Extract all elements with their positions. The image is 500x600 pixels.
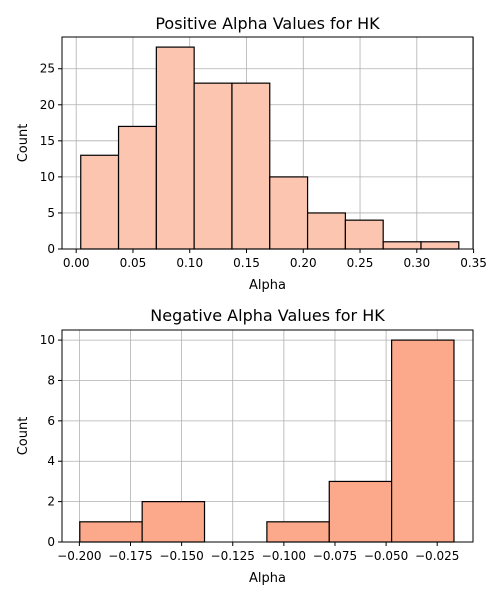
y-tick-label: 4 [47, 454, 55, 468]
x-tick-label: −0.175 [108, 549, 152, 563]
positive-alpha-histogram: Positive Alpha Values for HK 0.00 0.05 0.1… [16, 14, 487, 293]
histogram-bar [391, 339, 455, 543]
histogram-bar [141, 501, 206, 543]
plot-frame [61, 329, 474, 543]
histogram-bar [382, 241, 422, 250]
y-tick-label: 10 [40, 170, 55, 184]
histogram-bar [117, 125, 157, 250]
x-tick-label: 0.10 [176, 256, 203, 270]
y-tick-label: 5 [47, 206, 55, 220]
x-tick-label: 0.00 [63, 256, 90, 270]
x-tick-label: −0.100 [262, 549, 306, 563]
histogram-bar [328, 480, 393, 543]
y-tick-label: 20 [40, 98, 55, 112]
y-tick-label: 8 [47, 373, 55, 387]
y-tick-label: 6 [47, 414, 55, 428]
x-tick-label: −0.050 [364, 549, 408, 563]
y-tick-label: 10 [40, 333, 55, 347]
negative-alpha-histogram: Negative Alpha Values for HK −0.200 −0.17… [16, 306, 474, 586]
x-tick-label: 0.15 [233, 256, 260, 270]
y-tick-label: 15 [40, 134, 55, 148]
y-tick-label: 2 [47, 495, 55, 509]
histogram-bar [306, 212, 346, 250]
x-tick-label: 0.05 [120, 256, 147, 270]
y-axis-label: Count [16, 417, 31, 456]
x-tick-label: −0.075 [313, 549, 357, 563]
y-tick-label: 0 [47, 535, 55, 549]
y-ticks: 0 5 10 15 20 25 [40, 62, 62, 256]
y-axis-label: Count [16, 124, 31, 163]
x-tick-label: −0.150 [159, 549, 203, 563]
x-axis-label: Alpha [249, 278, 286, 293]
histogram-bar [269, 176, 309, 250]
histogram-bar [80, 154, 120, 250]
x-axis-label: Alpha [249, 571, 286, 586]
y-tick-label: 0 [47, 242, 55, 256]
x-tick-label: 0.20 [290, 256, 317, 270]
histogram-bar [266, 521, 330, 543]
histogram-bar [193, 82, 233, 250]
x-tick-label: 0.25 [347, 256, 374, 270]
x-tick-label: −0.125 [211, 549, 255, 563]
x-tick-label: −0.200 [57, 549, 101, 563]
histogram-bars [80, 46, 460, 250]
histogram-bar [79, 521, 143, 543]
x-tick-label: 0.30 [403, 256, 430, 270]
histogram-bar [155, 46, 195, 250]
chart-title: Positive Alpha Values for HK [155, 14, 380, 33]
x-tick-label: −0.025 [415, 549, 459, 563]
histogram-bar [231, 82, 271, 250]
x-tick-label: 0.35 [460, 256, 487, 270]
chart-title: Negative Alpha Values for HK [150, 306, 385, 325]
x-ticks: −0.200 −0.175 −0.150 −0.125 −0.100 −0.075 −0.0… [57, 542, 459, 563]
y-tick-label: 25 [40, 62, 55, 76]
plot-frame [61, 36, 474, 250]
y-ticks: 0 2 4 6 8 10 [40, 333, 62, 549]
x-ticks: 0.00 0.05 0.10 0.15 0.20 0.25 0.30 0.35 [63, 249, 487, 270]
histogram-bars [79, 339, 455, 543]
histogram-bar [420, 241, 460, 250]
histogram-bar [344, 219, 384, 250]
